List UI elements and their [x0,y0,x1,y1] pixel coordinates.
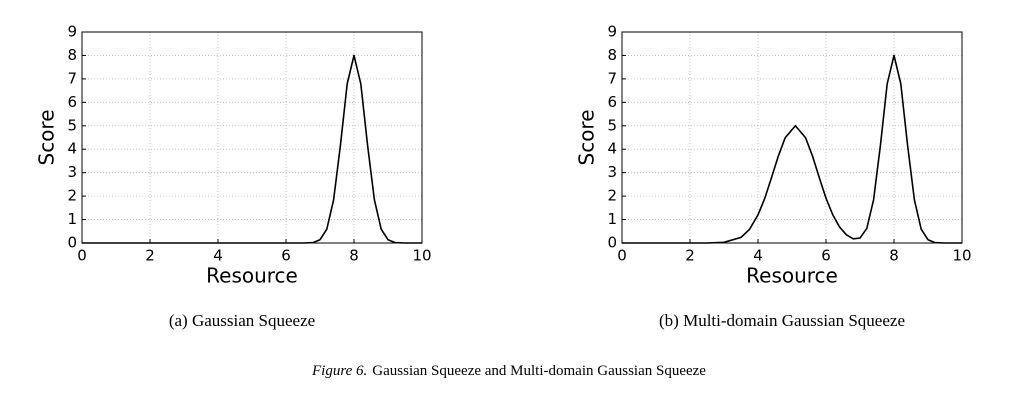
subfigure-caption: (b) Multi-domain Gaussian Squeeze [659,311,905,330]
y-tick-label: 5 [67,116,77,134]
y-tick-label: 7 [607,69,617,87]
figure-caption-text: Gaussian Squeeze and Multi-domain Gaussi… [372,363,706,379]
y-tick-label: 0 [607,234,617,252]
data-line [82,54,422,244]
x-tick-label: 10 [412,247,431,265]
x-tick-label: 6 [281,247,291,265]
y-axis-label: Score [575,109,599,165]
x-axis-label: Resource [746,264,838,288]
x-tick-label: 4 [213,247,223,265]
x-tick-label: 10 [952,247,971,265]
y-tick-label: 6 [67,93,77,111]
x-tick-label: 0 [617,247,627,265]
y-tick-label: 1 [607,210,617,228]
y-tick-label: 5 [607,116,617,134]
x-tick-label: 2 [685,247,695,265]
plot-frame [81,31,423,244]
subfigure-caption: (a) Gaussian Squeeze [169,311,315,330]
y-tick-label: 6 [607,93,617,111]
x-tick-label: 0 [77,247,87,265]
y-axis-label: Score [35,109,59,165]
x-tick-label: 4 [753,247,763,265]
y-tick-label: 4 [607,140,617,158]
data-line [622,54,962,244]
y-tick-label: 7 [67,69,77,87]
x-tick-label: 8 [889,247,899,265]
y-tick-label: 3 [67,163,77,181]
y-tick-label: 1 [67,210,77,228]
x-tick-label: 6 [821,247,831,265]
y-tick-label: 8 [67,46,77,64]
figure-label: Figure 6. [311,363,367,379]
x-tick-label: 2 [145,247,155,265]
figure-caption: Figure 6. Gaussian Squeeze and Multi-doma… [311,363,706,379]
y-tick-label: 8 [607,46,617,64]
y-tick-label: 2 [67,187,77,205]
y-tick-label: 2 [607,187,617,205]
y-tick-label: 3 [607,163,617,181]
y-tick-label: 9 [607,23,617,41]
y-tick-label: 0 [67,234,77,252]
y-tick-label: 9 [67,23,77,41]
plot-frame [621,31,963,244]
x-axis-label: Resource [206,264,298,288]
y-tick-label: 4 [67,140,77,158]
x-tick-label: 8 [349,247,359,265]
